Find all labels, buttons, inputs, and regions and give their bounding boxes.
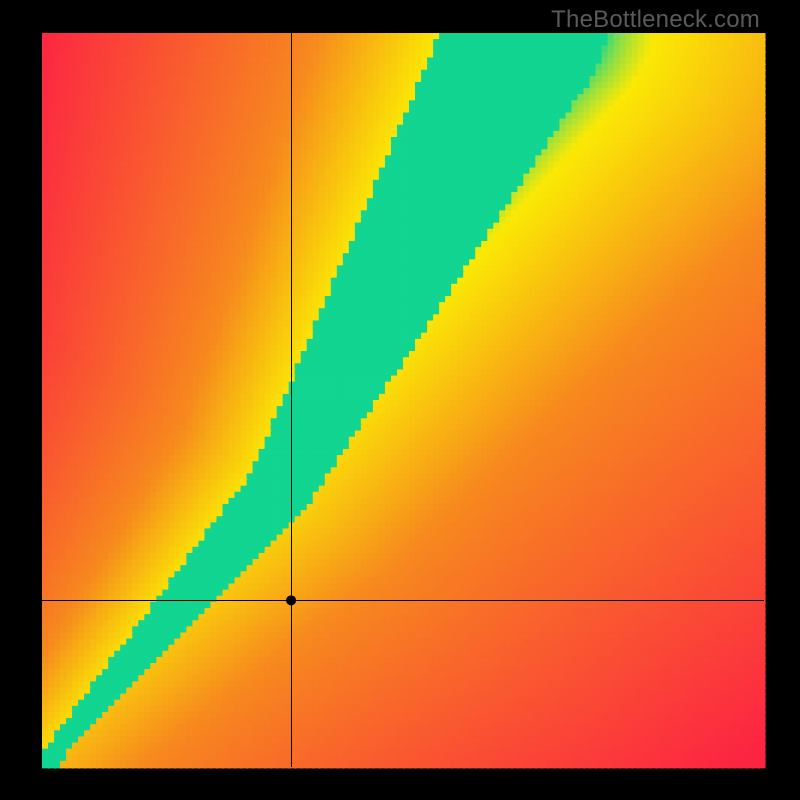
watermark-text: TheBottleneck.com	[551, 6, 760, 34]
bottleneck-heatmap	[0, 0, 800, 800]
